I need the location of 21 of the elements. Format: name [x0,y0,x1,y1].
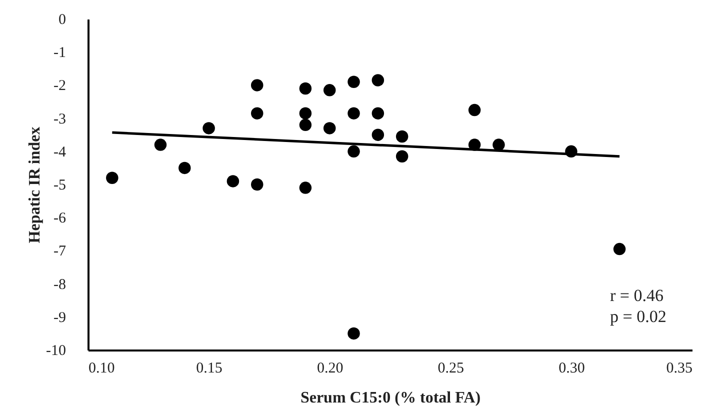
y-tick-label: -1 [54,45,66,62]
y-tick-label: -6 [54,210,66,227]
y-tick-label: -2 [54,78,66,94]
x-tick-label: 0.25 [438,360,464,376]
y-tick-label: -3 [54,111,66,128]
y-tick-label: 0 [58,12,66,28]
x-tick-label: 0.10 [88,360,115,376]
x-tick-label: 0.30 [558,360,585,376]
y-tick-label: -7 [54,244,66,260]
x-tick-label: 0.20 [316,360,344,376]
x-axis-title: Serum C15:0 (% total FA) [300,390,481,406]
annotation: p = 0.02 [610,307,666,326]
y-axis-title: Hepatic IR index [26,126,44,244]
annotation: r = 0.46 [610,286,664,305]
y-tick-label: -5 [54,178,66,194]
y-tick-label: -4 [54,144,66,160]
y-tick-label: -10 [46,343,66,359]
x-tick-label: 0.15 [196,360,222,376]
y-tick-label: -9 [54,310,66,326]
y-tick-label: -8 [54,276,66,293]
x-tick-label: 0.35 [666,360,692,376]
